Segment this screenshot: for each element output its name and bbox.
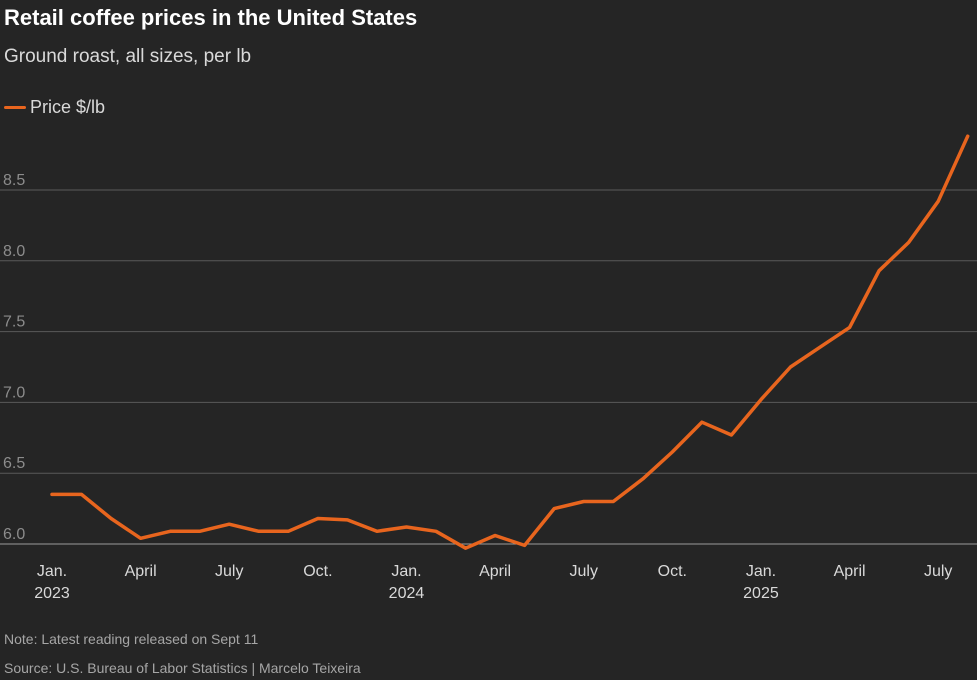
x-tick-year-label: 2023 (34, 585, 70, 602)
x-tick-label: April (479, 563, 511, 580)
chart-subtitle: Ground roast, all sizes, per lb (4, 46, 252, 67)
y-tick-label: 7.5 (3, 314, 25, 331)
chart-source: Source: U.S. Bureau of Labor Statistics … (4, 660, 361, 676)
x-tick-label: Jan. (37, 563, 67, 580)
x-tick-label: Oct. (658, 563, 687, 580)
x-tick-year-label: 2024 (389, 585, 425, 602)
x-axis-ticks: Jan. 2023 April July Oct. Jan. 2024 April July Oc… (34, 563, 952, 602)
y-axis-ticks: 6.0 6.5 7.0 7.5 8.0 8.5 (3, 172, 25, 543)
y-tick-label: 6.0 (3, 526, 25, 543)
legend: Price $/lb (4, 96, 105, 118)
x-tick-year-label: 2025 (743, 585, 779, 602)
x-tick-label: July (569, 563, 597, 580)
gridlines (0, 189, 977, 545)
y-tick-label: 8.5 (3, 172, 25, 189)
x-tick-label: Oct. (303, 563, 332, 580)
x-tick-label: July (215, 563, 243, 580)
chart-note: Note: Latest reading released on Sept 11 (4, 631, 259, 647)
x-tick-label: Jan. (746, 563, 776, 580)
y-tick-label: 6.5 (3, 455, 25, 472)
chart-title: Retail coffee prices in the United State… (4, 5, 418, 30)
legend-swatch (4, 105, 26, 109)
x-tick-label: Jan. (391, 563, 421, 580)
x-tick-label: April (834, 563, 866, 580)
legend-label: Price $/lb (30, 96, 106, 117)
x-tick-label: April (125, 563, 157, 580)
y-tick-label: 8.0 (3, 243, 25, 260)
series-line-price (50, 134, 970, 550)
series-layer (50, 134, 970, 550)
y-tick-label: 7.0 (3, 384, 25, 401)
x-tick-label: July (924, 563, 952, 580)
